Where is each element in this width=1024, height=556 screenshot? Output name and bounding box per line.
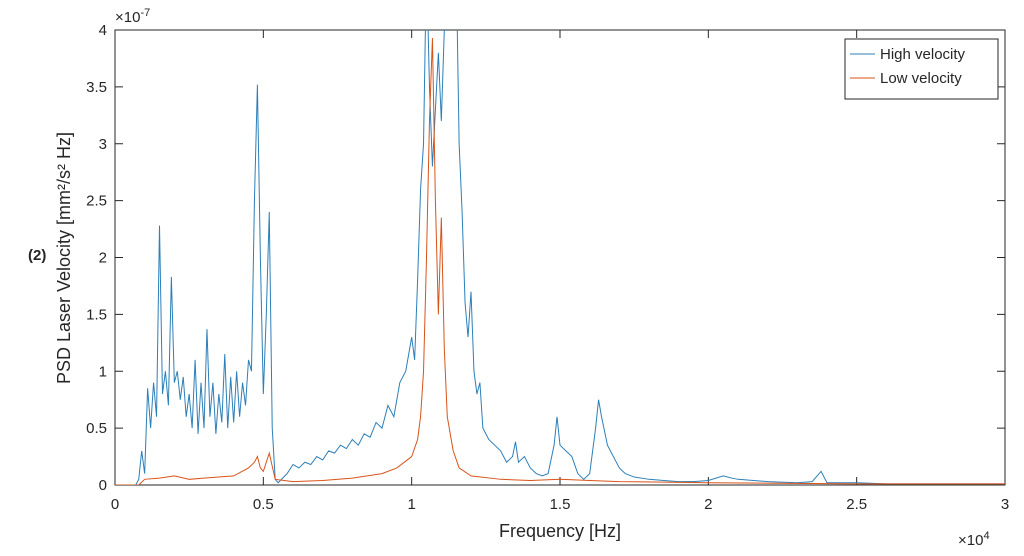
plot-area bbox=[114, 29, 1006, 486]
multiplier-base: ×10 bbox=[958, 532, 983, 549]
x-tick-label: 3 bbox=[1001, 496, 1009, 513]
y-tick-label: 0 bbox=[99, 477, 107, 494]
y-multiplier: ×10-7 bbox=[115, 7, 150, 26]
y-tick-label: 2.5 bbox=[86, 193, 107, 210]
series-line bbox=[115, 37, 1005, 485]
lines bbox=[115, 30, 1005, 485]
y-axis-label: PSD Laser Velocity [mm²/s² Hz] bbox=[54, 132, 74, 384]
legend-label: High velocity bbox=[880, 46, 966, 63]
y-tick-label: 1.5 bbox=[86, 306, 107, 323]
y-tick-label: 1 bbox=[99, 363, 107, 380]
x-tick-label: 0 bbox=[111, 496, 119, 513]
x-tick-label: 2 bbox=[704, 496, 712, 513]
multiplier-base: ×10 bbox=[115, 9, 140, 26]
y-tick-label: 3.5 bbox=[86, 79, 107, 96]
legend-label: Low velocity bbox=[880, 70, 962, 87]
y-tick-label: 4 bbox=[99, 22, 107, 39]
x-tick-label: 1.5 bbox=[550, 496, 571, 513]
x-tick-label: 0.5 bbox=[253, 496, 274, 513]
multiplier-exponent: -7 bbox=[140, 7, 150, 19]
y-tick-label: 0.5 bbox=[86, 420, 107, 437]
x-axis-label: Frequency [Hz] bbox=[499, 521, 621, 541]
x-multiplier: ×104 bbox=[958, 530, 990, 549]
x-tick-label: 2.5 bbox=[846, 496, 867, 513]
x-tick-label: 1 bbox=[407, 496, 415, 513]
multiplier-exponent: 4 bbox=[983, 530, 989, 542]
y-tick-label: 3 bbox=[99, 136, 107, 153]
annotation: (2) bbox=[28, 247, 46, 264]
y-tick-label: 2 bbox=[99, 250, 107, 267]
series-line bbox=[115, 30, 1005, 485]
legend-box bbox=[844, 38, 999, 100]
